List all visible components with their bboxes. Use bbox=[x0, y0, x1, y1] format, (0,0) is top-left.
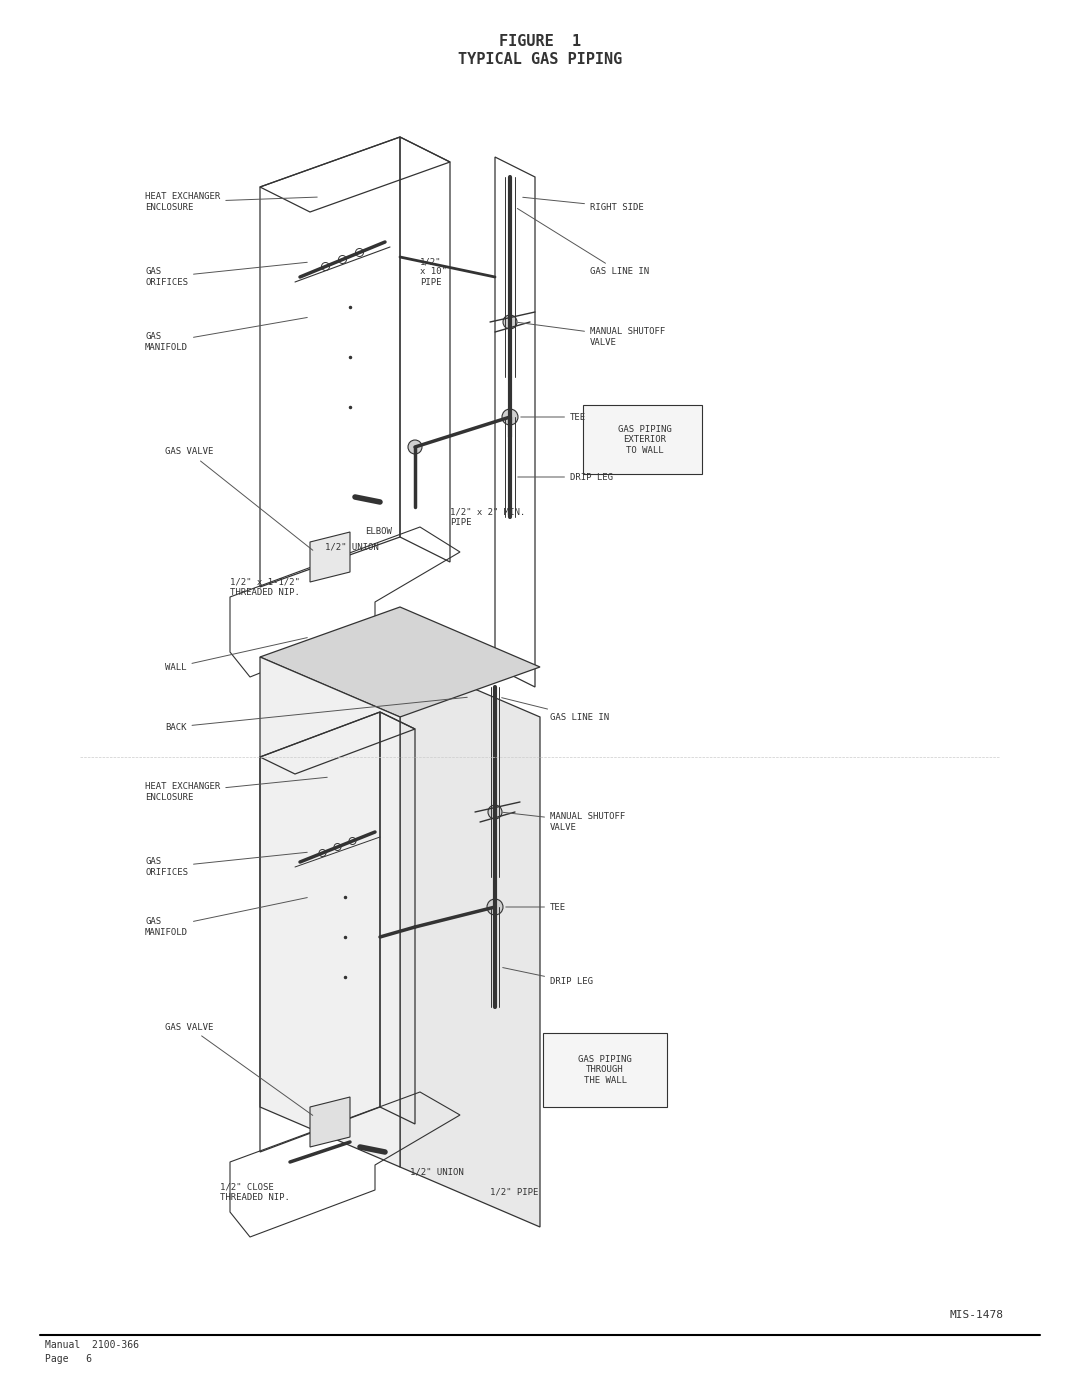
FancyBboxPatch shape bbox=[583, 405, 702, 474]
Text: GAS VALVE: GAS VALVE bbox=[165, 1023, 313, 1115]
Polygon shape bbox=[260, 608, 540, 717]
Text: DRIP LEG: DRIP LEG bbox=[517, 472, 613, 482]
Text: Page   6: Page 6 bbox=[45, 1354, 92, 1363]
Polygon shape bbox=[260, 657, 400, 1166]
Text: GAS
ORIFICES: GAS ORIFICES bbox=[145, 852, 307, 877]
Text: MIS-1478: MIS-1478 bbox=[950, 1310, 1004, 1320]
Polygon shape bbox=[310, 1097, 350, 1147]
Text: HEAT EXCHANGER
ENCLOSURE: HEAT EXCHANGER ENCLOSURE bbox=[145, 777, 327, 802]
Text: 1/2" PIPE: 1/2" PIPE bbox=[490, 1187, 538, 1196]
Text: 1/2" x 1-1/2"
THREADED NIP.: 1/2" x 1-1/2" THREADED NIP. bbox=[230, 577, 300, 597]
Text: 1/2" UNION: 1/2" UNION bbox=[410, 1168, 463, 1176]
Text: HEAT EXCHANGER
ENCLOSURE: HEAT EXCHANGER ENCLOSURE bbox=[145, 193, 318, 212]
Text: 1/2" UNION: 1/2" UNION bbox=[325, 542, 379, 552]
Text: GAS PIPING
THROUGH
THE WALL: GAS PIPING THROUGH THE WALL bbox=[578, 1055, 632, 1085]
Circle shape bbox=[408, 440, 422, 454]
Text: TEE: TEE bbox=[505, 902, 566, 911]
Circle shape bbox=[488, 805, 502, 819]
Text: GAS
MANIFOLD: GAS MANIFOLD bbox=[145, 897, 308, 937]
Text: GAS
ORIFICES: GAS ORIFICES bbox=[145, 263, 307, 286]
Polygon shape bbox=[310, 532, 350, 583]
Text: GAS
MANIFOLD: GAS MANIFOLD bbox=[145, 317, 308, 352]
Text: ELBOW: ELBOW bbox=[365, 528, 392, 536]
Text: TYPICAL GAS PIPING: TYPICAL GAS PIPING bbox=[458, 52, 622, 67]
Text: GAS PIPING
EXTERIOR
TO WALL: GAS PIPING EXTERIOR TO WALL bbox=[618, 425, 672, 455]
Text: BACK: BACK bbox=[165, 697, 468, 732]
Text: WALL: WALL bbox=[165, 637, 308, 672]
Text: RIGHT SIDE: RIGHT SIDE bbox=[523, 197, 644, 211]
Text: GAS VALVE: GAS VALVE bbox=[165, 447, 313, 550]
Text: 1/2" CLOSE
THREADED NIP.: 1/2" CLOSE THREADED NIP. bbox=[220, 1182, 289, 1201]
Text: GAS LINE IN: GAS LINE IN bbox=[517, 208, 649, 277]
Text: MANUAL SHUTOFF
VALVE: MANUAL SHUTOFF VALVE bbox=[503, 812, 625, 831]
FancyBboxPatch shape bbox=[543, 1032, 667, 1106]
Circle shape bbox=[487, 900, 503, 915]
Circle shape bbox=[502, 409, 518, 425]
Text: TEE: TEE bbox=[521, 412, 586, 422]
Text: DRIP LEG: DRIP LEG bbox=[502, 968, 593, 986]
Text: Manual  2100-366: Manual 2100-366 bbox=[45, 1340, 139, 1350]
Text: 1/2"
x 10"
PIPE: 1/2" x 10" PIPE bbox=[420, 257, 447, 286]
Text: FIGURE  1: FIGURE 1 bbox=[499, 35, 581, 49]
Text: 1/2" x 2" MIN.
PIPE: 1/2" x 2" MIN. PIPE bbox=[450, 507, 525, 527]
Circle shape bbox=[503, 314, 517, 330]
Text: GAS LINE IN: GAS LINE IN bbox=[502, 697, 609, 721]
Polygon shape bbox=[400, 657, 540, 1227]
Text: MANUAL SHUTOFF
VALVE: MANUAL SHUTOFF VALVE bbox=[517, 323, 665, 346]
